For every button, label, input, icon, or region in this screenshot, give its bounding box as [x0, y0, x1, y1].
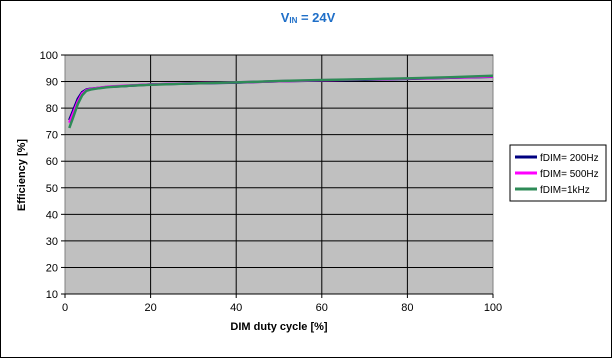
y-tick-label: 90	[46, 77, 58, 89]
x-axis-label: DIM duty cycle [%]	[230, 321, 328, 333]
y-tick-label: 20	[46, 262, 58, 274]
x-tick-labels: 0 20 40 60 80 100	[62, 302, 502, 314]
x-tick-label: 0	[62, 302, 68, 314]
y-tick-label: 60	[46, 156, 58, 168]
legend: fDIM= 200Hz fDIM= 500Hz fDIM=1kHz	[515, 153, 599, 196]
chart-title: VIN = 24V	[281, 10, 336, 25]
y-axis-label: Efficiency [%]	[16, 139, 28, 211]
y-tick-label: 70	[46, 130, 58, 142]
legend-label-2: fDIM= 500Hz	[540, 169, 599, 180]
plot-area	[64, 54, 494, 295]
y-tick-label: 50	[46, 183, 58, 195]
x-tick-label: 80	[401, 302, 413, 314]
grid-lines	[61, 54, 494, 298]
y-tick-labels: 10 20 30 40 50 60 70 80 90 100	[40, 50, 58, 301]
y-tick-label: 80	[46, 103, 58, 115]
x-tick-label: 40	[230, 302, 242, 314]
x-tick-label: 20	[144, 302, 156, 314]
series-lines	[68, 74, 494, 129]
y-tick-label: 100	[40, 50, 58, 62]
legend-label-1: fDIM= 200Hz	[540, 153, 599, 164]
y-tick-label: 10	[46, 289, 58, 301]
y-tick-label: 40	[46, 209, 58, 221]
x-tick-label: 60	[316, 302, 328, 314]
legend-label-3: fDIM=1kHz	[540, 185, 590, 196]
series-line-3	[68, 74, 494, 129]
y-tick-label: 30	[46, 236, 58, 248]
x-tick-label: 100	[484, 302, 502, 314]
